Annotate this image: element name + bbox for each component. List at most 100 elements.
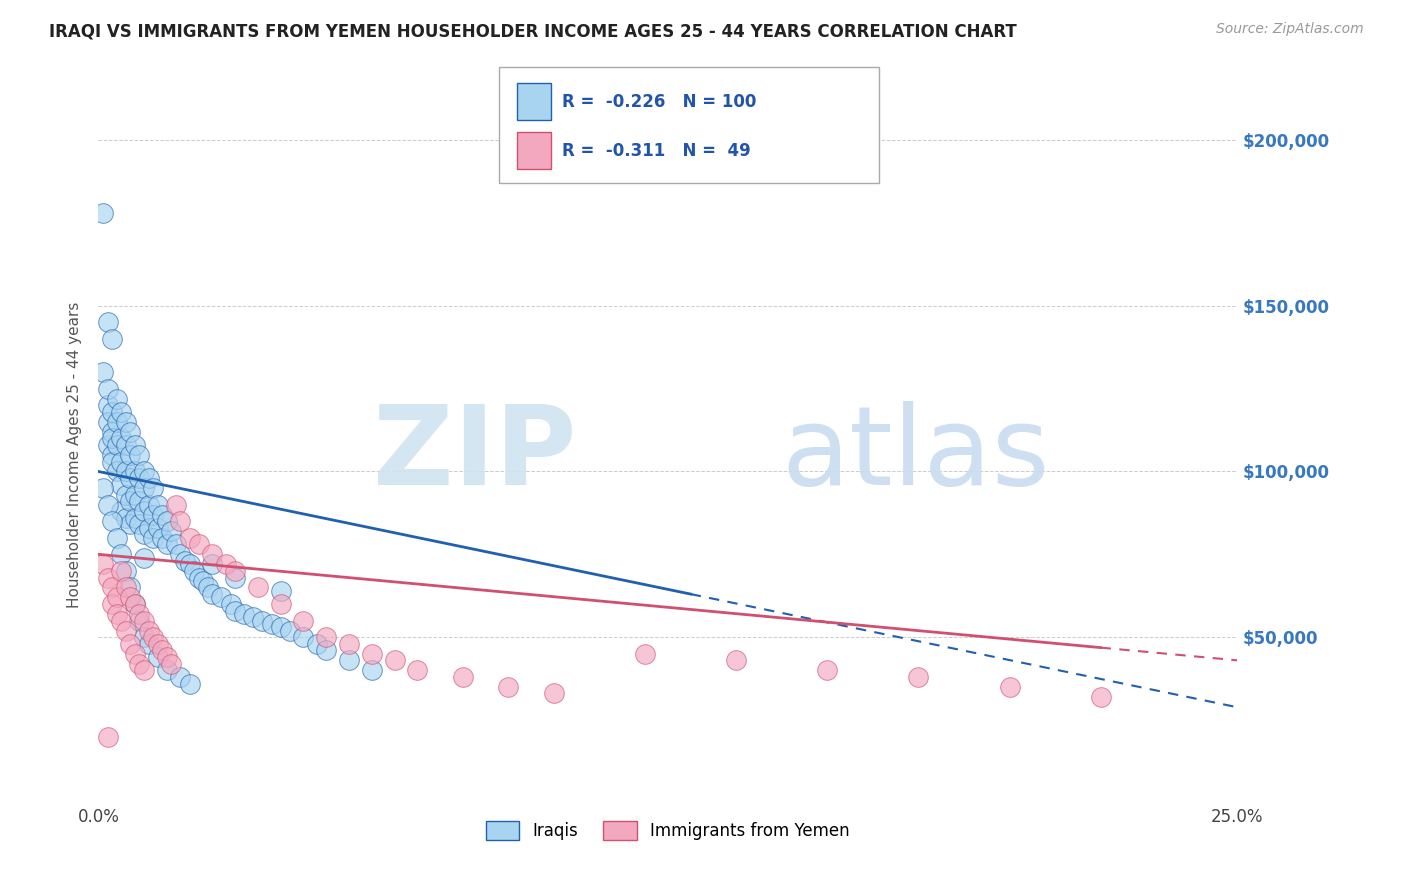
Point (132, 504, 155, 518)
Point (114, 438, 136, 452)
Point (120, 591, 142, 605)
Point (337, 637, 360, 651)
Point (307, 637, 329, 651)
Point (128, 517, 150, 532)
Point (998, 680, 1021, 694)
Text: ZIP: ZIP (374, 401, 576, 508)
Point (101, 454, 124, 468)
Point (270, 583, 292, 598)
Point (101, 332, 124, 346)
Point (725, 653, 748, 667)
Point (91, 365, 114, 379)
Point (105, 438, 128, 452)
Point (187, 537, 209, 551)
Point (101, 431, 124, 445)
Point (120, 517, 142, 532)
Point (406, 663, 429, 677)
Point (124, 597, 146, 611)
Point (193, 574, 215, 588)
Point (128, 614, 150, 628)
Point (96, 730, 118, 744)
Point (224, 564, 246, 578)
Point (138, 624, 160, 638)
Point (124, 511, 146, 525)
Point (101, 405, 124, 419)
Point (169, 670, 191, 684)
Point (110, 405, 132, 419)
Point (110, 547, 132, 561)
Point (128, 494, 150, 508)
Point (124, 488, 146, 502)
Point (156, 514, 179, 528)
Point (101, 425, 124, 439)
Point (105, 392, 128, 406)
Point (110, 504, 132, 518)
Point (101, 448, 124, 462)
Point (105, 465, 128, 479)
Point (91, 83, 114, 97)
Point (142, 531, 165, 545)
Point (224, 570, 246, 584)
Point (270, 620, 292, 634)
Point (124, 647, 146, 661)
Point (174, 554, 197, 568)
Point (120, 448, 142, 462)
Point (278, 624, 301, 638)
Point (128, 448, 150, 462)
Point (146, 650, 169, 665)
Text: Source: ZipAtlas.com: Source: ZipAtlas.com (1216, 22, 1364, 37)
Point (96, 382, 118, 396)
Point (142, 481, 165, 495)
Point (96, 415, 118, 429)
Point (105, 591, 128, 605)
Text: atlas: atlas (782, 401, 1050, 508)
Point (138, 471, 160, 485)
Point (246, 581, 269, 595)
Point (138, 521, 160, 535)
Point (150, 643, 173, 657)
Point (132, 614, 155, 628)
Point (165, 498, 187, 512)
Point (96, 438, 118, 452)
Point (360, 647, 382, 661)
Point (156, 663, 179, 677)
Point (146, 498, 169, 512)
Point (270, 597, 292, 611)
Point (138, 498, 160, 512)
Point (132, 550, 155, 565)
Point (907, 670, 929, 684)
Point (120, 637, 142, 651)
Point (197, 581, 219, 595)
Point (252, 614, 274, 628)
Point (96, 315, 118, 329)
Point (120, 425, 142, 439)
Point (146, 521, 169, 535)
Point (224, 604, 246, 618)
Point (132, 481, 155, 495)
Point (543, 686, 565, 700)
Y-axis label: Householder Income Ages 25 - 44 years: Householder Income Ages 25 - 44 years (67, 301, 83, 608)
Point (132, 630, 155, 644)
Point (201, 558, 224, 572)
Point (114, 415, 136, 429)
Point (110, 477, 132, 491)
Point (110, 564, 132, 578)
Point (101, 514, 124, 528)
Point (1090, 690, 1112, 704)
Point (209, 591, 232, 605)
Point (242, 610, 264, 624)
Point (215, 558, 238, 572)
Point (110, 454, 132, 468)
Point (105, 531, 128, 545)
Point (150, 531, 173, 545)
Point (132, 663, 155, 677)
Point (233, 607, 256, 621)
Point (384, 653, 406, 667)
Point (187, 570, 209, 584)
Point (105, 415, 128, 429)
Point (96, 398, 118, 412)
Point (451, 670, 474, 684)
Point (179, 558, 201, 572)
Point (96, 498, 118, 512)
Point (105, 607, 128, 621)
